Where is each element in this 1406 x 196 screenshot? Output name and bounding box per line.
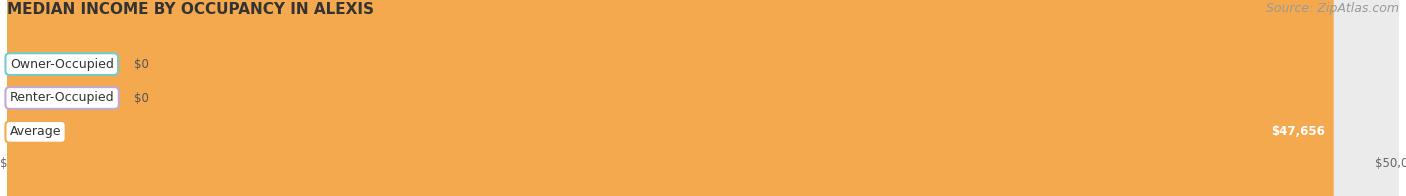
- FancyBboxPatch shape: [7, 0, 1399, 196]
- Text: $0: $0: [134, 92, 149, 104]
- FancyBboxPatch shape: [7, 0, 117, 196]
- FancyBboxPatch shape: [7, 0, 1334, 196]
- Text: Owner-Occupied: Owner-Occupied: [10, 58, 114, 71]
- FancyBboxPatch shape: [7, 0, 1399, 196]
- FancyBboxPatch shape: [7, 0, 1399, 196]
- Text: $47,656: $47,656: [1271, 125, 1326, 138]
- Text: Renter-Occupied: Renter-Occupied: [10, 92, 114, 104]
- Text: Source: ZipAtlas.com: Source: ZipAtlas.com: [1265, 2, 1399, 15]
- Text: Average: Average: [10, 125, 62, 138]
- Text: $0: $0: [134, 58, 149, 71]
- Text: MEDIAN INCOME BY OCCUPANCY IN ALEXIS: MEDIAN INCOME BY OCCUPANCY IN ALEXIS: [7, 2, 374, 17]
- FancyBboxPatch shape: [7, 0, 117, 196]
